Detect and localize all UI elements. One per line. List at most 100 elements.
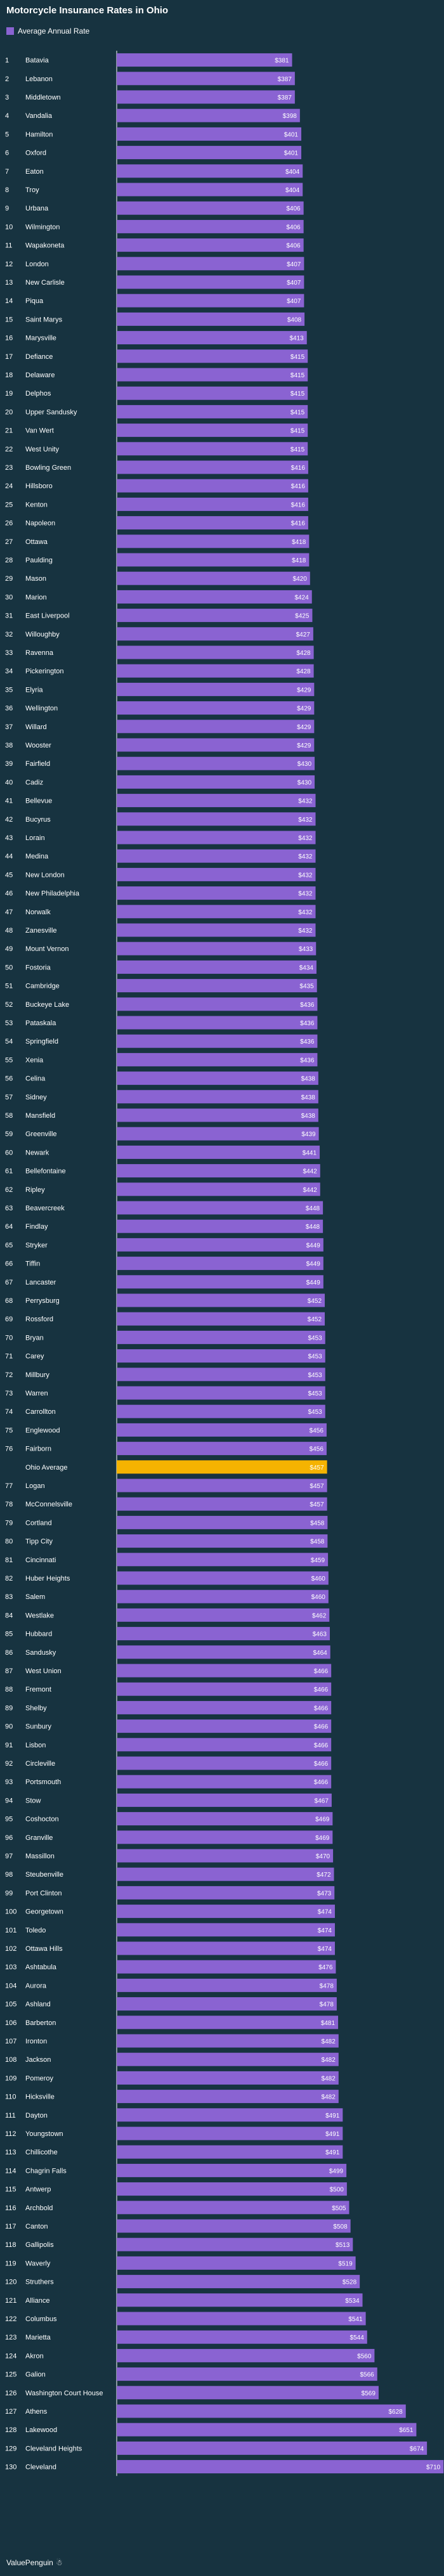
bar-value-label: $436 [300, 1039, 315, 1045]
city-label: McConnelsville [25, 1501, 72, 1508]
bar [117, 368, 308, 382]
rank-label: 72 [5, 1371, 13, 1379]
city-label: Rossford [25, 1316, 53, 1323]
rank-label: 43 [5, 834, 13, 842]
bar-value-label: $438 [301, 1076, 316, 1083]
bar [117, 2052, 339, 2066]
bar [117, 775, 315, 789]
rank-label: 41 [5, 798, 13, 805]
bar [117, 312, 305, 326]
city-label: Ashtabula [25, 1964, 57, 1971]
penguin-icon: ☃ [55, 2558, 63, 2567]
bar [117, 127, 302, 141]
bar-value-label: $449 [306, 1242, 321, 1249]
city-label: Bucyrus [25, 816, 51, 824]
bar-value-label: $453 [308, 1390, 322, 1397]
bar [117, 2423, 417, 2437]
bar-value-label: $448 [306, 1224, 320, 1231]
bar [117, 424, 308, 437]
bar-value-label: $457 [310, 1483, 324, 1490]
bar [117, 1793, 332, 1807]
city-label: New Carlisle [25, 279, 65, 287]
rank-label: 75 [5, 1427, 13, 1434]
city-label: Antwerp [25, 2186, 51, 2194]
city-label: Bellevue [25, 798, 52, 805]
bar [117, 553, 310, 567]
bar-value-label: $406 [286, 243, 301, 250]
bar [117, 1627, 330, 1641]
bar [117, 2386, 379, 2400]
bar-value-label: $464 [313, 1650, 327, 1657]
city-label: Georgetown [25, 1908, 63, 1916]
city-label: Sandusky [25, 1649, 56, 1657]
bar-value-label: $534 [345, 2298, 360, 2305]
city-label: Carrollton [25, 1408, 56, 1416]
city-label: Carey [25, 1353, 44, 1361]
city-label: Bellefontaine [25, 1168, 66, 1175]
rank-label: 40 [5, 779, 13, 786]
city-label: New London [25, 871, 65, 879]
bar-value-label: $432 [298, 928, 313, 935]
bar-value-label: $541 [348, 2316, 363, 2323]
bar [117, 1034, 318, 1048]
bar-value-label: $404 [285, 187, 300, 194]
city-label: Oxford [25, 150, 46, 157]
bar-value-label: $428 [296, 668, 311, 675]
bar [117, 2404, 406, 2418]
bar-value-label: $457 [310, 1465, 324, 1472]
bar [117, 294, 304, 307]
rank-label: 123 [5, 2334, 16, 2341]
city-label: Eaton [25, 168, 44, 176]
bar-value-label: $462 [312, 1612, 327, 1619]
rank-label: 37 [5, 723, 13, 731]
bar-value-label: $442 [303, 1187, 318, 1194]
city-label: Mount Vernon [25, 945, 69, 953]
city-label: Pickerington [25, 668, 64, 675]
rank-label: 4 [5, 112, 9, 120]
bar-value-label: $408 [287, 316, 302, 323]
bar-value-label: $500 [330, 2187, 344, 2194]
rank-label: 47 [5, 909, 13, 916]
bar-value-label: $473 [317, 1890, 332, 1897]
city-label: Ripley [25, 1186, 45, 1194]
bar [117, 1349, 325, 1363]
rank-label: 70 [5, 1334, 13, 1342]
rank-label: 51 [5, 983, 13, 990]
bar [117, 1164, 320, 1178]
city-label: Paulding [25, 557, 53, 564]
bar-value-label: $476 [318, 1964, 333, 1971]
bar-value-label: $418 [292, 557, 306, 564]
rank-label: 11 [5, 242, 12, 250]
bar-value-label: $415 [291, 428, 305, 435]
city-label: Sunbury [25, 1723, 51, 1731]
bar [117, 2219, 351, 2233]
bar-value-label: $463 [313, 1631, 327, 1638]
bar [117, 1293, 325, 1307]
bar [117, 1978, 337, 1992]
bar [117, 2293, 363, 2307]
bar-value-label: $427 [296, 631, 311, 638]
rank-label: 29 [5, 575, 13, 583]
bar [117, 2201, 349, 2215]
bar-value-label: $508 [333, 2223, 348, 2230]
rank-label: 87 [5, 1667, 13, 1675]
bar [117, 1886, 335, 1900]
rank-label: 107 [5, 2038, 16, 2045]
rank-label: 97 [5, 1853, 13, 1860]
city-label: Napoleon [25, 520, 55, 527]
rank-label: 20 [5, 408, 13, 416]
bar-chart: 1 Batavia $381 2 Lebanon $387 3 Middletown $387 4… [5, 51, 444, 2476]
city-label: Galion [25, 2371, 46, 2379]
bar-value-label: $466 [314, 1724, 329, 1731]
city-label: Bryan [25, 1334, 44, 1342]
city-label: Kenton [25, 501, 48, 508]
city-label: Mansfield [25, 1112, 55, 1120]
bar-value-label: $469 [315, 1835, 330, 1842]
bar-value-label: $407 [287, 261, 301, 268]
city-label: Fairborn [25, 1446, 51, 1453]
bar-value-label: $439 [301, 1131, 316, 1138]
bar [117, 1608, 330, 1622]
bar [117, 571, 310, 585]
city-label: Huber Heights [25, 1575, 70, 1582]
rank-label: 77 [5, 1482, 13, 1490]
